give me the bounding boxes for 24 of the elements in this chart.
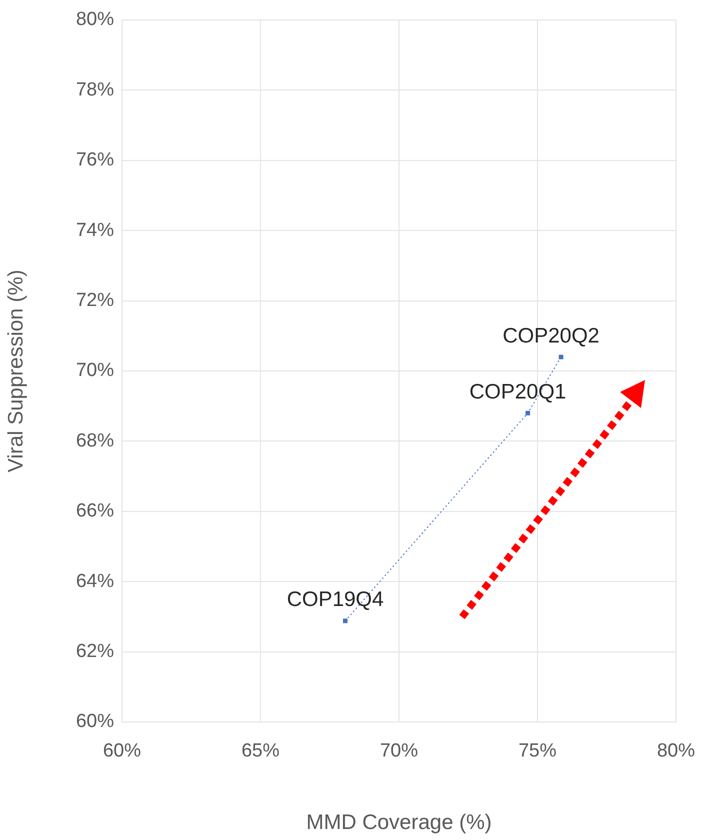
y-tick-label: 68% (76, 430, 114, 452)
x-tick-label: 70% (380, 740, 418, 762)
y-tick-label: 62% (76, 641, 114, 662)
y-tick-label: 64% (76, 570, 114, 592)
y-tick-label: 70% (76, 360, 114, 382)
point (342, 618, 348, 624)
y-tick-label: 60% (76, 711, 114, 732)
x-tick-label: 65% (241, 740, 280, 762)
annotation: COP19Q4 (286, 588, 384, 612)
y-tick-label: 74% (76, 220, 114, 241)
x-tick-label: 80% (656, 740, 696, 762)
y-tick-label: 80% (76, 9, 114, 30)
x-tick-label: 75% (518, 740, 557, 762)
x-tick-label: 60% (102, 740, 142, 762)
point (558, 354, 564, 360)
x-axis-title: MMD Coverage (%) (306, 811, 492, 834)
y-tick-label: 76% (76, 150, 114, 171)
annotation: COP20Q2 (502, 324, 600, 348)
point (526, 410, 530, 416)
y-tick-label: 78% (76, 79, 114, 100)
y-axis-title: Viral Suppression (%) (4, 270, 28, 472)
y-tick-label: 66% (76, 500, 114, 522)
y-tick-label: 72% (76, 290, 114, 312)
annotation: COP20Q1 (469, 380, 566, 404)
